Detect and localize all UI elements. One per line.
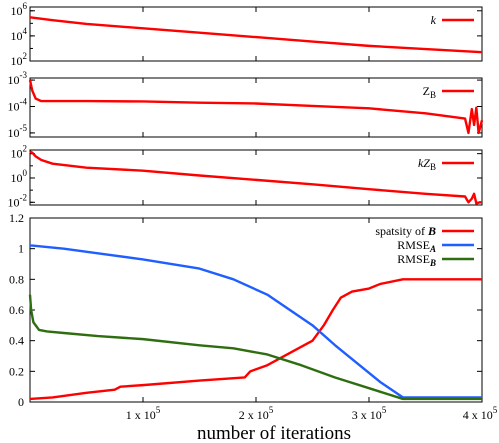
plot-frame [29,149,483,206]
series-line-zb [28,79,484,135]
series-line-kzb [29,150,482,205]
y-tick-label: 100 [11,168,28,185]
y-tick-label: 1.2 [9,211,24,225]
panel-4: 0 0.2 0.4 0.6 0.8 1 1.2 1 x 105 2 x 105 3 x 105 4 … [9,211,498,422]
plot-frame [29,77,483,138]
y-tick-label: 104 [11,26,28,43]
panel-1: 102 104 106 k [11,1,483,68]
series-line-spatsity-of-b [29,278,482,401]
x-tick-label: 3 x 105 [352,405,387,422]
y-tick-label: 10-5 [8,123,28,140]
y-tick-label: 10-2 [8,192,28,209]
legend-label: RMSEB [397,252,436,268]
legend-label: RMSEA [397,238,436,254]
y-tick-label: 0.8 [9,272,24,286]
x-tick-label: 4 x 105 [463,405,498,422]
y-tick-label: 0.4 [9,334,24,348]
y-tick-label: 0.6 [9,303,24,317]
series-line-k [29,16,483,54]
x-axis-title: number of iterations [197,423,351,443]
panel-3: 10-2 100 102 kZB [8,144,483,209]
legend-label: k [431,13,437,27]
y-tick-label: 10-3 [8,70,28,87]
y-tick-label: 106 [11,1,28,18]
legend-label: ZB [423,84,436,100]
panel-2: 10-5 10-4 10-3 ZB [8,70,484,140]
x-tick-label: 1 x 105 [126,405,161,422]
y-tick-label: 102 [11,51,28,68]
y-tick-label: 0 [18,395,24,409]
y-tick-label: 1 [18,242,24,256]
series-line-rmse-b [28,294,482,401]
legend-label: kZB [418,156,436,172]
legend-label: spatsity of B [375,224,436,238]
plot-frame [29,6,483,62]
series-line-rmse-a [30,244,482,399]
y-tick-label: 0.2 [9,364,24,378]
y-tick-label: 102 [11,144,28,161]
x-tick-label: 2 x 105 [239,405,274,422]
y-tick-label: 10-4 [8,97,28,114]
